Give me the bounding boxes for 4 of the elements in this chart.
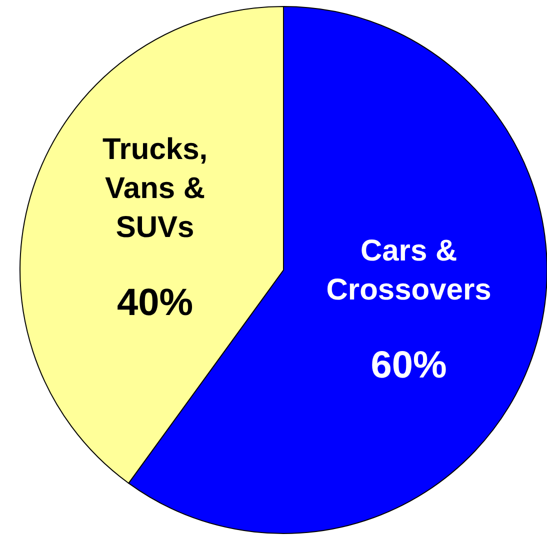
data-label: 40% (117, 282, 194, 324)
slice-label: Trucks, Vans & SUVs (102, 132, 208, 244)
slice-label: Cars & Crossovers (326, 234, 492, 307)
data-label: 60% (370, 344, 447, 387)
